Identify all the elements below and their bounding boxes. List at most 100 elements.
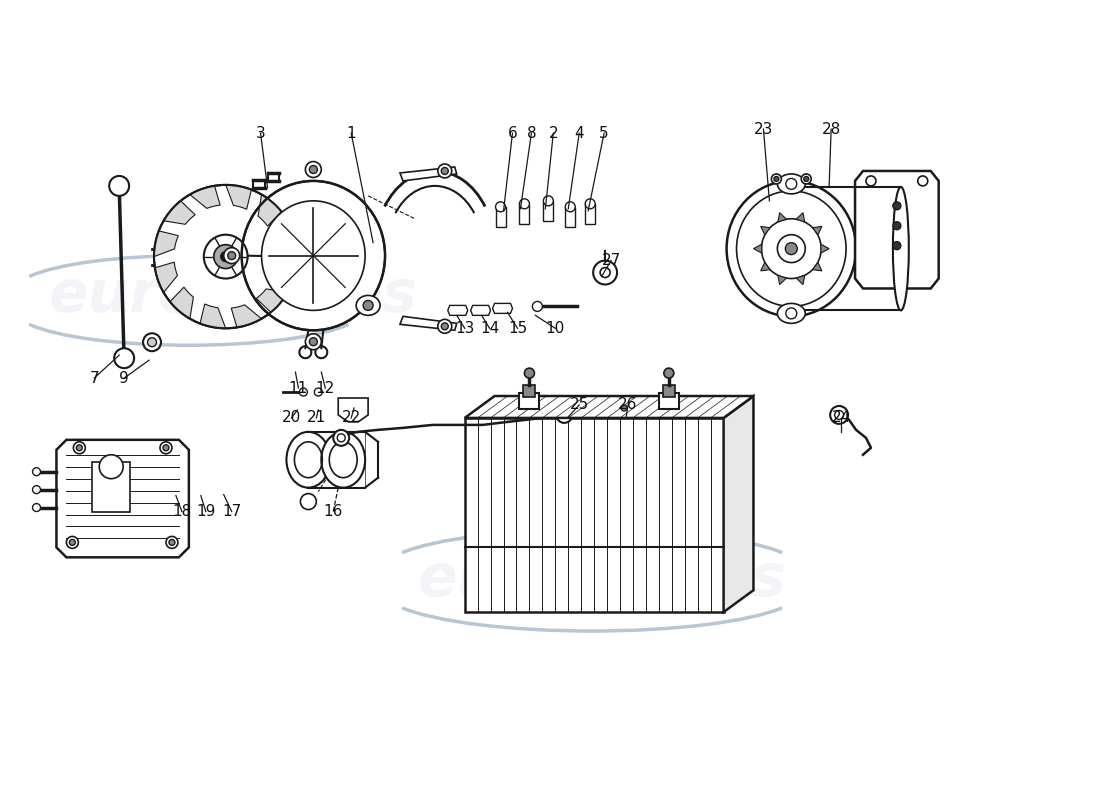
Text: 3: 3 [255, 126, 265, 141]
Circle shape [525, 368, 535, 378]
Circle shape [69, 539, 75, 546]
Circle shape [801, 174, 811, 184]
Text: 10: 10 [546, 321, 565, 336]
Circle shape [163, 445, 169, 450]
Text: 15: 15 [508, 321, 527, 336]
Polygon shape [400, 167, 456, 181]
Circle shape [438, 164, 452, 178]
Circle shape [33, 486, 41, 494]
Circle shape [143, 334, 161, 351]
Bar [519, 204, 529, 224]
Circle shape [804, 177, 808, 182]
Circle shape [785, 242, 798, 254]
Polygon shape [471, 306, 491, 315]
Circle shape [774, 177, 779, 182]
Polygon shape [464, 396, 754, 418]
Polygon shape [56, 440, 189, 558]
Polygon shape [273, 257, 297, 282]
Text: 19: 19 [196, 504, 216, 519]
Circle shape [300, 494, 317, 510]
Text: 28: 28 [822, 122, 840, 137]
Text: 22: 22 [342, 410, 361, 426]
Text: 16: 16 [323, 504, 343, 519]
Polygon shape [190, 186, 220, 209]
Text: 18: 18 [173, 504, 191, 519]
Text: 4: 4 [574, 126, 584, 141]
Polygon shape [274, 221, 297, 251]
Polygon shape [761, 226, 770, 235]
Polygon shape [855, 171, 938, 289]
Polygon shape [226, 185, 252, 210]
Text: 2: 2 [549, 126, 558, 141]
Bar [659, 393, 679, 409]
Text: 25: 25 [570, 398, 589, 413]
Circle shape [866, 176, 876, 186]
Circle shape [309, 166, 317, 174]
Circle shape [621, 405, 627, 411]
Text: 13: 13 [455, 321, 474, 336]
Circle shape [618, 402, 630, 414]
Text: 21: 21 [307, 410, 326, 426]
Circle shape [223, 248, 240, 263]
Text: 23: 23 [754, 122, 773, 137]
Circle shape [147, 338, 156, 346]
Circle shape [830, 406, 848, 424]
Polygon shape [155, 262, 177, 293]
Circle shape [109, 176, 129, 196]
Circle shape [221, 252, 231, 262]
Circle shape [99, 454, 123, 478]
Bar [543, 201, 553, 221]
Text: 1: 1 [346, 126, 356, 141]
Circle shape [893, 202, 901, 210]
Text: 24: 24 [832, 410, 850, 426]
Bar [663, 385, 674, 397]
Ellipse shape [778, 174, 805, 194]
Circle shape [585, 199, 595, 209]
Polygon shape [796, 275, 805, 285]
Text: 6: 6 [507, 126, 517, 141]
Circle shape [315, 388, 322, 396]
Circle shape [76, 445, 82, 450]
Circle shape [166, 537, 178, 548]
Polygon shape [164, 201, 195, 224]
Circle shape [532, 302, 542, 311]
Polygon shape [821, 244, 829, 253]
Circle shape [893, 222, 901, 230]
Circle shape [213, 245, 238, 269]
Ellipse shape [242, 181, 385, 330]
Circle shape [169, 539, 175, 546]
Circle shape [543, 196, 553, 206]
Text: 11: 11 [289, 381, 308, 395]
Bar [565, 207, 575, 226]
Circle shape [778, 234, 805, 262]
Bar [524, 385, 536, 397]
Circle shape [593, 261, 617, 285]
Circle shape [496, 202, 506, 212]
Circle shape [363, 301, 373, 310]
Text: 26: 26 [618, 398, 638, 413]
Bar [585, 204, 595, 224]
Circle shape [299, 388, 307, 396]
Circle shape [309, 338, 317, 346]
Circle shape [917, 176, 927, 186]
Text: 12: 12 [316, 381, 334, 395]
Ellipse shape [321, 432, 365, 488]
Circle shape [306, 334, 321, 350]
Polygon shape [724, 396, 754, 612]
Text: 9: 9 [119, 370, 129, 386]
Ellipse shape [356, 295, 381, 315]
Polygon shape [796, 213, 805, 222]
Circle shape [33, 468, 41, 476]
Polygon shape [448, 306, 468, 315]
Polygon shape [154, 231, 178, 257]
Polygon shape [338, 398, 368, 422]
Circle shape [893, 242, 901, 250]
Text: eurospares: eurospares [418, 550, 786, 608]
Circle shape [441, 167, 449, 174]
Polygon shape [170, 287, 194, 318]
Ellipse shape [262, 201, 365, 310]
Circle shape [306, 162, 321, 178]
Text: 27: 27 [602, 253, 620, 268]
Circle shape [519, 199, 529, 209]
Polygon shape [778, 213, 786, 222]
